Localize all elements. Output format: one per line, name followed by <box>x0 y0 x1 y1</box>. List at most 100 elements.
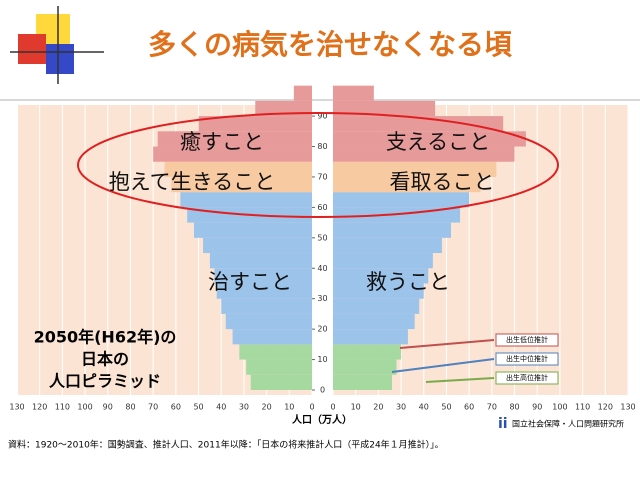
bar-right <box>333 329 408 345</box>
x-tick-label: 130 <box>9 403 24 412</box>
age-strip <box>312 105 333 395</box>
x-tick-label: 70 <box>148 403 158 412</box>
bar-right <box>333 298 420 314</box>
bar-left <box>293 85 312 101</box>
x-tick-label: 0 <box>309 403 314 412</box>
x-tick-label: 10 <box>284 403 294 412</box>
x-tick-label: 100 <box>77 403 92 412</box>
x-tick-label: 20 <box>373 403 383 412</box>
bar-right <box>333 359 397 375</box>
bar-left <box>164 161 312 177</box>
annotation: 支えること <box>386 130 490 154</box>
bar-left <box>225 313 312 330</box>
x-tick-label: 50 <box>441 403 451 412</box>
bar-left <box>239 344 312 360</box>
x-tick-label: 110 <box>575 403 590 412</box>
x-tick-label: 120 <box>598 403 613 412</box>
plot: 0 0 10 10 20 20 30 30 40 40 50 50 60 60 70 70 80 80 90 90 10… <box>9 85 636 412</box>
legend-arrow <box>425 377 495 383</box>
bar-right <box>333 131 526 147</box>
decoration <box>0 6 640 101</box>
legend-label: 出生中位推計 <box>506 354 548 363</box>
x-tick-label: 100 <box>552 403 567 412</box>
bar-right <box>333 176 481 193</box>
x-tick-label: 60 <box>464 403 474 412</box>
caption: 2050年(H62年)の <box>34 328 177 347</box>
y-tick-label: 20 <box>317 325 327 334</box>
legend-label: 出生低位推計 <box>506 335 548 344</box>
bar-right <box>333 85 374 101</box>
legend-box <box>495 333 559 347</box>
bar-right <box>333 146 515 162</box>
bar-right <box>333 192 470 208</box>
caption: 人口ピラミッド <box>49 372 161 391</box>
x-tick-label: 40 <box>419 403 429 412</box>
bar-left <box>216 283 312 299</box>
bar-left <box>157 131 312 147</box>
legend-arrow <box>399 339 495 349</box>
bar-right <box>333 283 424 299</box>
bar-left <box>221 298 312 314</box>
x-tick-label: 70 <box>487 403 497 412</box>
x-tick-label: 20 <box>262 403 272 412</box>
bar-right <box>333 313 415 330</box>
legend-box <box>495 371 559 385</box>
y-tick-label: 50 <box>317 233 327 242</box>
source-note: 資料：1920～2010年：国勢調査、推計人口、2011年以降：「日本の将来推計… <box>8 439 444 451</box>
bar-right <box>333 268 429 284</box>
y-tick-label: 30 <box>317 294 327 303</box>
legend-box <box>495 352 559 366</box>
y-tick-label: 40 <box>317 264 327 273</box>
bar-right <box>333 374 392 390</box>
annotation: 抱えて生きること <box>109 170 276 194</box>
x-tick-label: 10 <box>351 403 361 412</box>
x-tick-label: 30 <box>239 403 249 412</box>
y-tick-label: 10 <box>317 355 327 364</box>
bar-left <box>214 268 312 284</box>
x-tick-label: 90 <box>103 403 113 412</box>
x-tick-label: 80 <box>509 403 519 412</box>
bar-left <box>194 222 312 238</box>
x-tick-label: 80 <box>125 403 135 412</box>
bar-left <box>250 374 312 390</box>
legend-label: 出生高位推計 <box>506 373 548 382</box>
bar-right <box>333 161 497 177</box>
highlight-ellipse <box>77 112 559 218</box>
x-tick-label: 60 <box>171 403 181 412</box>
y-tick-label: 70 <box>317 172 327 181</box>
bar-left <box>209 253 312 269</box>
bar-right <box>333 237 442 254</box>
legend-arrow <box>391 358 495 373</box>
bar-left <box>153 146 312 162</box>
annotation: 治すこと <box>208 270 292 294</box>
x-tick-label: 50 <box>193 403 203 412</box>
y-tick-label: 80 <box>317 142 327 151</box>
x-tick-label: 90 <box>532 403 542 412</box>
bar-right <box>333 100 436 117</box>
bar-left <box>246 359 312 375</box>
slide-title: 多くの病気を治せなくなる頃 <box>148 28 512 61</box>
x-tick-label: 30 <box>396 403 406 412</box>
annotation: 救うこと <box>366 270 450 294</box>
bar-right <box>333 222 451 238</box>
x-tick-label: 0 <box>330 403 335 412</box>
bar-right <box>333 344 402 360</box>
x-tick-label: 130 <box>620 403 635 412</box>
bar-right <box>333 253 433 269</box>
x-tick-label: 40 <box>216 403 226 412</box>
x-axis-label: 人口（万人） <box>292 413 352 426</box>
caption: 日本の <box>81 350 129 369</box>
x-tick-label: 110 <box>55 403 70 412</box>
x-tick-label: 120 <box>32 403 47 412</box>
bar-right <box>333 116 504 132</box>
annotation: 癒すこと <box>180 130 264 154</box>
bar-left <box>180 192 312 208</box>
y-tick-label: 90 <box>317 112 327 121</box>
annotation: 看取ること <box>390 170 495 194</box>
logo-text: 国立社会保障・人口問題研究所 <box>512 419 624 429</box>
bar-left <box>203 237 312 254</box>
bar-left <box>198 116 312 132</box>
bar-left <box>171 176 312 193</box>
y-tick-label: 60 <box>317 203 327 212</box>
